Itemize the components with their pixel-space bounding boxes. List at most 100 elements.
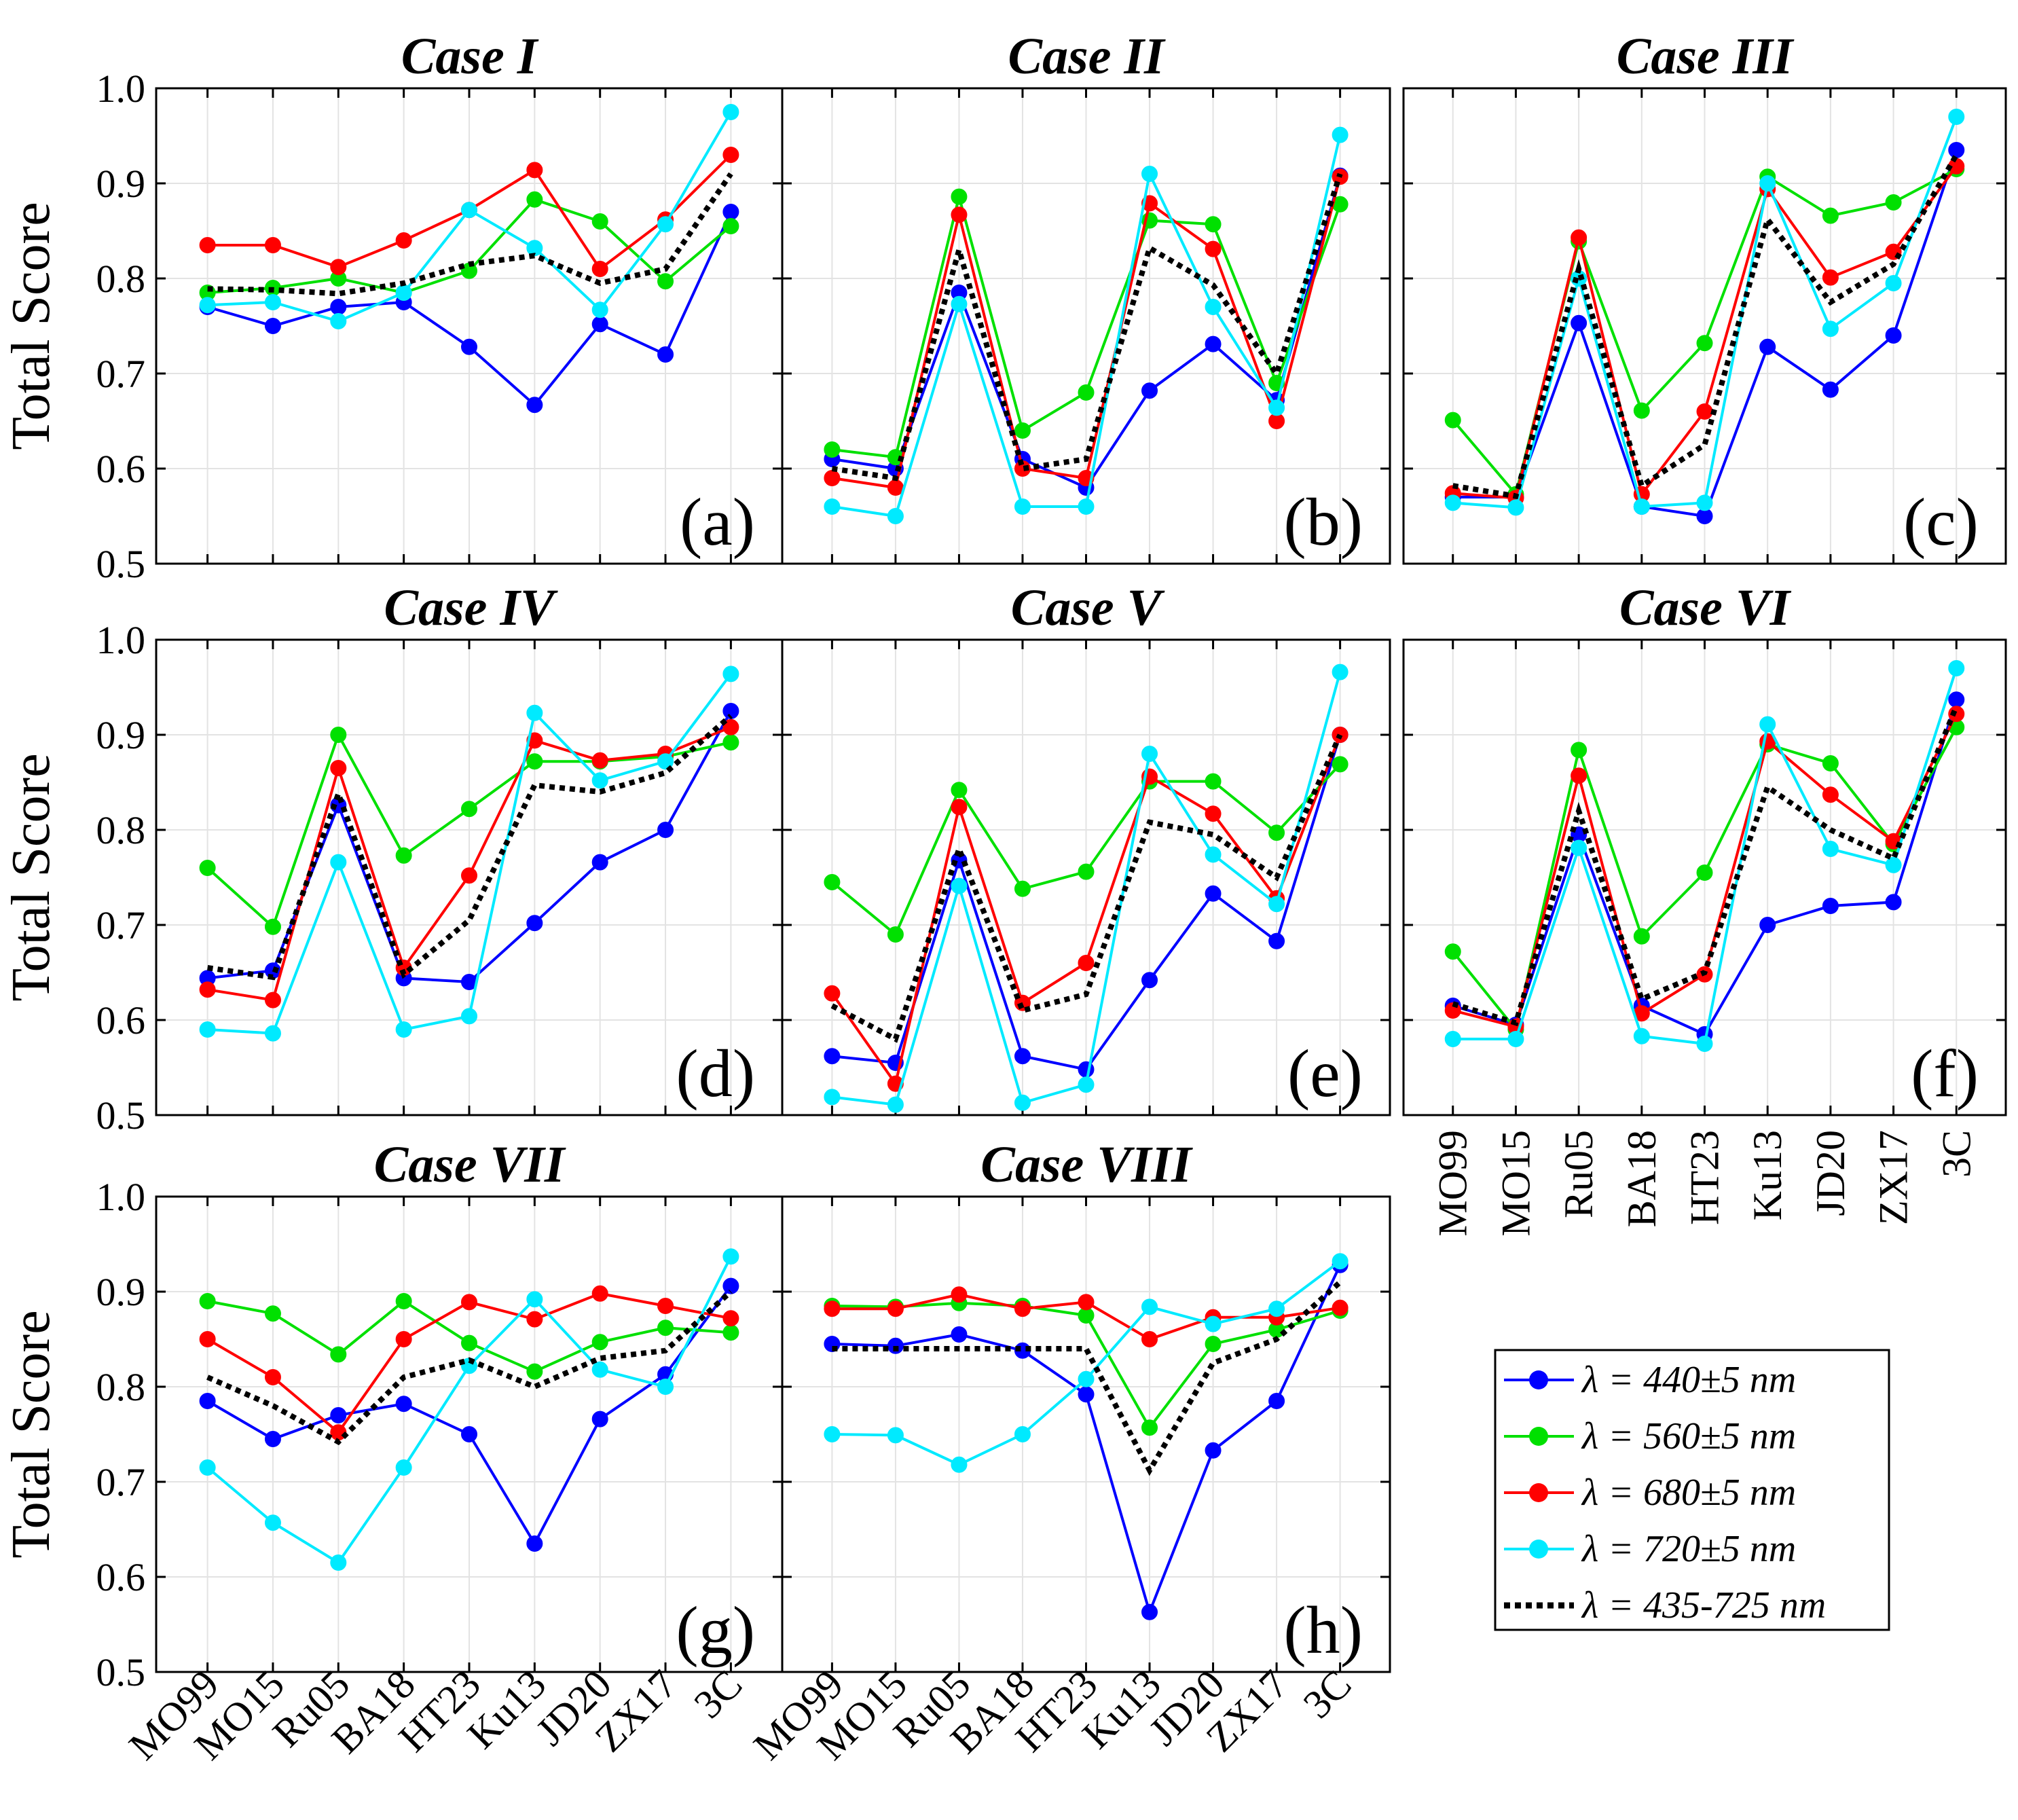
data-point-g560 bbox=[951, 188, 968, 205]
data-point-b440 bbox=[395, 1396, 412, 1413]
series-line-k435 bbox=[830, 733, 1343, 1043]
data-point-r680 bbox=[199, 1331, 216, 1347]
data-point-c720 bbox=[1014, 498, 1031, 515]
y-tick-label: 1.0 bbox=[96, 1175, 146, 1219]
data-point-c720 bbox=[887, 1096, 904, 1113]
data-point-c720 bbox=[526, 1291, 543, 1308]
panel-label: (a) bbox=[680, 484, 755, 560]
data-point-b440 bbox=[526, 1535, 543, 1552]
data-point-c720 bbox=[330, 313, 347, 329]
data-point-c720 bbox=[1141, 746, 1158, 762]
data-point-c720 bbox=[264, 1514, 281, 1531]
data-point-c720 bbox=[1078, 1076, 1095, 1093]
x-tick-label: MO15 bbox=[1493, 1130, 1538, 1237]
data-point-r680 bbox=[1571, 229, 1588, 246]
data-point-g560 bbox=[1885, 194, 1902, 211]
data-point-g560 bbox=[461, 1334, 477, 1351]
panel-6: Case VI (f) bbox=[1402, 579, 2007, 1116]
panel-label: (c) bbox=[1903, 484, 1979, 560]
panel-8: Case VIII (h) bbox=[781, 1136, 1391, 1673]
data-point-c720 bbox=[1014, 1094, 1031, 1111]
data-point-g560 bbox=[199, 1293, 216, 1309]
data-point-b440 bbox=[264, 318, 281, 334]
data-point-c720 bbox=[330, 1554, 347, 1571]
data-point-c720 bbox=[199, 1459, 216, 1476]
panel-label: (d) bbox=[676, 1036, 755, 1111]
data-point-c720 bbox=[1205, 846, 1222, 863]
data-point-g560 bbox=[591, 1334, 608, 1351]
data-point-g560 bbox=[1268, 824, 1285, 841]
data-point-b440 bbox=[824, 1048, 841, 1065]
panel-label: (h) bbox=[1283, 1592, 1363, 1668]
y-tick-label: 0.5 bbox=[96, 1093, 146, 1138]
data-point-g560 bbox=[824, 441, 841, 458]
data-point-c720 bbox=[591, 772, 608, 789]
data-point-g560 bbox=[1571, 742, 1588, 759]
data-point-c720 bbox=[1696, 494, 1713, 511]
panels: 0.5 0.6 0.7 0.8 0.9 1.0 Total Score Case I (a) Ca… bbox=[1, 28, 2007, 1694]
data-point-g560 bbox=[722, 218, 739, 234]
data-point-g560 bbox=[1078, 384, 1095, 401]
data-point-c720 bbox=[657, 753, 674, 770]
data-point-r680 bbox=[264, 1369, 281, 1385]
data-point-g560 bbox=[526, 1363, 543, 1380]
data-point-c720 bbox=[951, 1456, 968, 1473]
data-point-b440 bbox=[461, 338, 477, 355]
data-point-g560 bbox=[395, 847, 412, 864]
data-point-c720 bbox=[951, 295, 968, 312]
y-tick-label: 1.0 bbox=[96, 618, 146, 662]
data-point-g560 bbox=[1444, 412, 1461, 429]
data-point-c720 bbox=[1948, 660, 1965, 676]
data-point-r680 bbox=[330, 760, 347, 776]
data-point-g560 bbox=[722, 734, 739, 751]
y-tick-label: 0.5 bbox=[96, 1650, 146, 1694]
data-point-g560 bbox=[1014, 422, 1031, 439]
data-point-c720 bbox=[395, 1021, 412, 1038]
data-point-c720 bbox=[395, 285, 412, 301]
data-point-c720 bbox=[1332, 1253, 1349, 1270]
data-point-g560 bbox=[1332, 756, 1349, 773]
legend-marker-r680 bbox=[1529, 1483, 1548, 1502]
data-point-g560 bbox=[1014, 880, 1031, 897]
data-point-r680 bbox=[1332, 1299, 1349, 1316]
legend-label-g560: λ = 560±5 nm bbox=[1581, 1415, 1796, 1457]
data-point-b440 bbox=[722, 204, 739, 220]
data-point-r680 bbox=[722, 1310, 739, 1327]
data-point-b440 bbox=[526, 915, 543, 932]
data-point-c720 bbox=[951, 877, 968, 894]
x-tick-label: 3C bbox=[1934, 1130, 1979, 1178]
data-point-c720 bbox=[1444, 494, 1461, 511]
x-tick-label: BA18 bbox=[1619, 1130, 1664, 1227]
y-tick-label: 0.5 bbox=[96, 542, 146, 586]
data-point-c720 bbox=[395, 1459, 412, 1476]
data-point-c720 bbox=[461, 1008, 477, 1025]
data-point-r680 bbox=[1571, 767, 1588, 784]
data-point-b440 bbox=[1268, 932, 1285, 949]
data-point-c720 bbox=[1141, 166, 1158, 182]
data-point-g560 bbox=[395, 1293, 412, 1309]
data-point-c720 bbox=[1332, 126, 1349, 143]
data-point-b440 bbox=[1759, 338, 1776, 355]
data-point-b440 bbox=[330, 299, 347, 315]
data-point-g560 bbox=[1696, 864, 1713, 881]
data-point-b440 bbox=[1205, 335, 1222, 352]
data-point-r680 bbox=[887, 479, 904, 496]
data-point-c720 bbox=[1948, 109, 1965, 125]
data-point-g560 bbox=[1141, 1419, 1158, 1436]
data-point-g560 bbox=[461, 801, 477, 818]
data-point-r680 bbox=[657, 1298, 674, 1314]
data-point-g560 bbox=[264, 1305, 281, 1322]
data-point-g560 bbox=[1696, 335, 1713, 352]
data-point-r680 bbox=[526, 162, 543, 179]
panel-label: (f) bbox=[1911, 1036, 1979, 1111]
y-tick-label: 0.7 bbox=[96, 352, 146, 396]
x-tick-label: HT23 bbox=[1683, 1130, 1727, 1225]
y-tick-label: 0.6 bbox=[96, 998, 146, 1042]
legend-label-b440: λ = 440±5 nm bbox=[1581, 1359, 1796, 1401]
data-point-r680 bbox=[722, 147, 739, 163]
data-point-r680 bbox=[887, 1300, 904, 1317]
data-point-r680 bbox=[1205, 240, 1222, 257]
data-point-r680 bbox=[591, 752, 608, 769]
data-point-c720 bbox=[824, 1089, 841, 1106]
